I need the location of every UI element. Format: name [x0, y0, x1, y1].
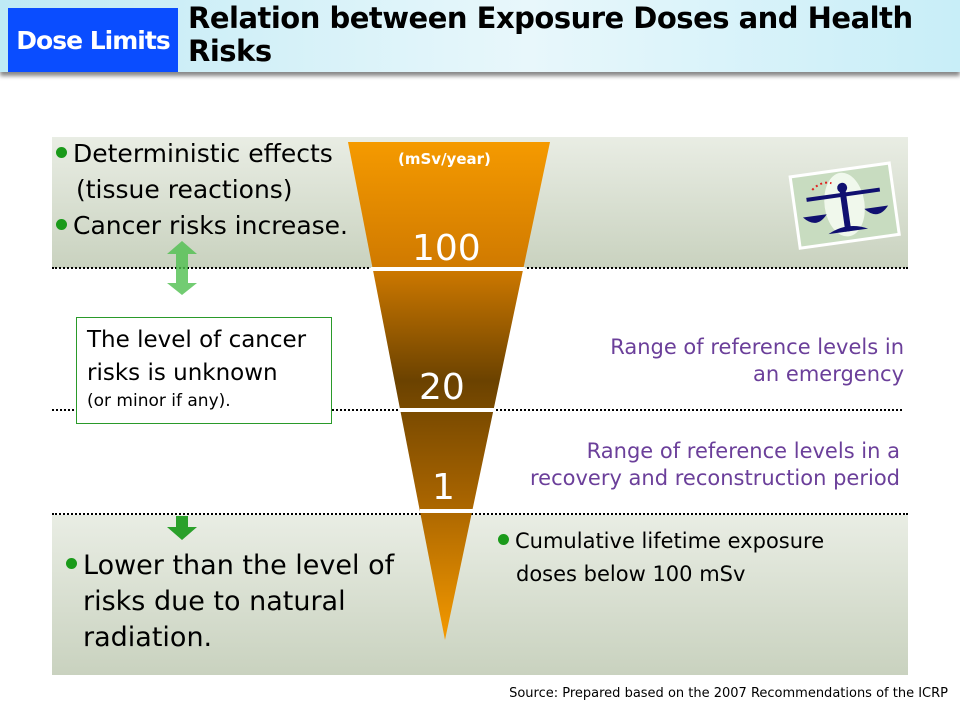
box-line: risks is unknown: [87, 360, 278, 386]
unit-label: (mSv/year): [398, 150, 491, 168]
list-item: Deterministic effects: [56, 136, 348, 172]
page-title: Relation between Exposure Doses and Heal…: [188, 1, 913, 68]
triangle-shape: [348, 142, 550, 640]
section-badge: Dose Limits: [8, 8, 178, 72]
bullet-icon: [56, 218, 67, 230]
list-item: Cancer risks increase.: [56, 208, 348, 244]
source-note: Source: Prepared based on the 2007 Recom…: [509, 686, 948, 701]
box-line: (or minor if any).: [87, 391, 231, 411]
header: Dose Limits Relation between Exposure Do…: [0, 0, 960, 72]
text-line: doses below 100 mSv: [516, 562, 746, 586]
text-line: Cumulative lifetime exposure: [515, 529, 825, 553]
level-100: 100: [412, 228, 481, 269]
low-risk-band: [52, 515, 908, 675]
list-item: (tissue reactions): [76, 175, 293, 204]
text-line: Lower than the level of: [83, 550, 395, 581]
level-20: 20: [419, 367, 465, 408]
scale-icon: [788, 161, 901, 250]
divider-1: [52, 513, 908, 515]
bullet-icon: [498, 533, 509, 545]
box-line: The level of cancer: [87, 327, 307, 353]
double-arrow-icon: [167, 241, 197, 295]
text-line: risks due to natural: [83, 586, 346, 617]
label-line: Range of reference levels in a: [586, 439, 900, 463]
bullet-icon: [66, 558, 77, 569]
label-line: an emergency: [753, 362, 904, 386]
down-arrow-icon: [167, 516, 197, 540]
emergency-range-label: Range of reference levels in an emergenc…: [610, 334, 904, 388]
level-1: 1: [432, 467, 455, 508]
label-line: Range of reference levels in: [610, 335, 904, 359]
recovery-range-label: Range of reference levels in a recovery …: [530, 438, 900, 492]
cumulative-dose-text: Cumulative lifetime exposure doses below…: [498, 525, 824, 591]
unknown-risk-box: The level of cancer risks is unknown (or…: [76, 317, 332, 424]
bullet-icon: [56, 146, 67, 158]
text-line: radiation.: [83, 622, 213, 653]
top-bullets: Deterministic effects (tissue reactions)…: [56, 136, 348, 244]
label-line: recovery and reconstruction period: [529, 466, 900, 490]
natural-radiation-text: Lower than the level of risks due to nat…: [66, 548, 394, 656]
